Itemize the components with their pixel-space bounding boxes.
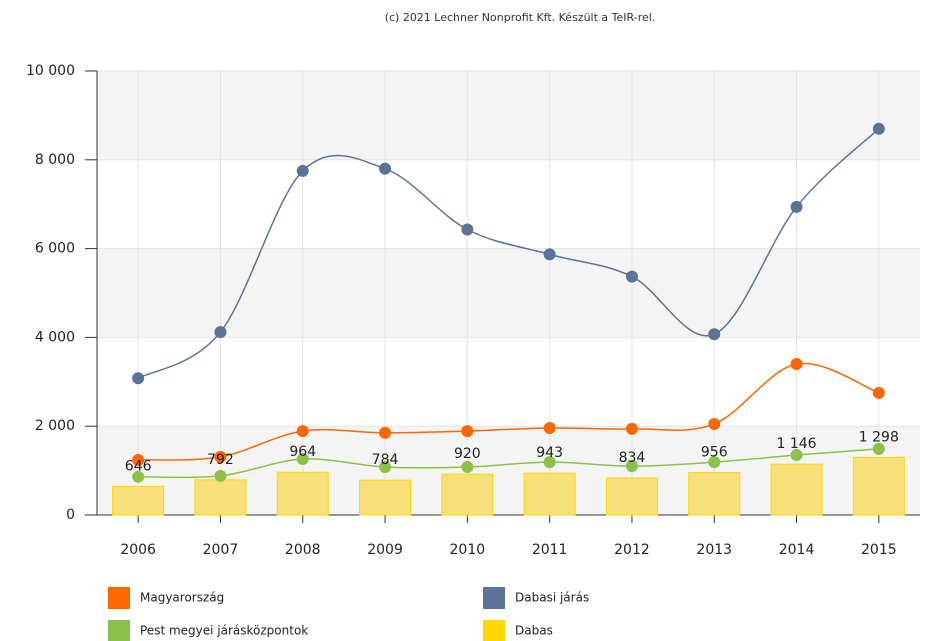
bar bbox=[112, 485, 165, 516]
legend-label: Dabasi járás bbox=[515, 591, 589, 605]
point bbox=[872, 442, 885, 455]
point bbox=[214, 326, 227, 339]
data-label: 646 bbox=[125, 458, 152, 474]
bar bbox=[605, 477, 658, 516]
bar bbox=[770, 463, 823, 516]
data-label: 834 bbox=[619, 450, 646, 466]
point bbox=[379, 162, 392, 175]
bar bbox=[523, 472, 576, 516]
point bbox=[872, 122, 885, 135]
point bbox=[296, 453, 309, 466]
x-tick-label: 2015 bbox=[861, 542, 897, 558]
data-label: 792 bbox=[207, 452, 234, 468]
y-tick-label: 2 000 bbox=[35, 418, 75, 434]
legend-label: Dabas bbox=[515, 624, 553, 638]
x-tick-label: 2008 bbox=[285, 542, 321, 558]
point bbox=[214, 469, 227, 482]
legend-swatch bbox=[483, 587, 505, 609]
x-tick-label: 2013 bbox=[696, 542, 732, 558]
x-tick-label: 2010 bbox=[450, 542, 486, 558]
point bbox=[543, 421, 556, 434]
point bbox=[379, 461, 392, 474]
point bbox=[790, 358, 803, 371]
bar bbox=[441, 473, 494, 516]
point bbox=[790, 200, 803, 213]
x-tick-label: 2009 bbox=[367, 542, 403, 558]
data-label: 1 146 bbox=[777, 436, 817, 452]
data-label: 956 bbox=[701, 445, 728, 461]
data-label: 920 bbox=[454, 446, 481, 462]
bar bbox=[688, 472, 741, 516]
bar bbox=[276, 471, 329, 516]
y-tick-label: 10 000 bbox=[26, 63, 75, 79]
point bbox=[132, 453, 145, 466]
y-tick-label: 6 000 bbox=[35, 241, 75, 257]
data-label: 964 bbox=[289, 444, 316, 460]
point bbox=[296, 425, 309, 438]
x-tick-label: 2006 bbox=[120, 542, 156, 558]
point bbox=[461, 461, 474, 474]
chart-credit: (c) 2021 Lechner Nonprofit Kft. Készült … bbox=[385, 11, 656, 24]
legend-label: Pest megyei járásközpontok bbox=[140, 624, 308, 638]
line bbox=[138, 362, 880, 461]
bar bbox=[852, 456, 905, 516]
bar bbox=[359, 479, 412, 516]
bar bbox=[194, 479, 247, 516]
line bbox=[137, 128, 880, 379]
legend-swatch bbox=[108, 587, 130, 609]
legend-swatch bbox=[483, 620, 505, 641]
line bbox=[138, 448, 879, 479]
x-tick-label: 2007 bbox=[203, 542, 239, 558]
y-tick-label: 0 bbox=[66, 507, 75, 523]
point bbox=[708, 328, 721, 341]
x-tick-label: 2012 bbox=[614, 542, 650, 558]
point bbox=[461, 425, 474, 438]
point bbox=[461, 223, 474, 236]
point bbox=[296, 164, 309, 177]
point bbox=[132, 470, 145, 483]
plot-band bbox=[97, 71, 920, 160]
point bbox=[625, 422, 638, 435]
point bbox=[543, 456, 556, 469]
x-tick-label: 2011 bbox=[532, 542, 568, 558]
point bbox=[625, 270, 638, 283]
y-tick-label: 8 000 bbox=[35, 152, 75, 168]
point bbox=[379, 426, 392, 439]
plot-band bbox=[97, 248, 920, 338]
x-tick-label: 2014 bbox=[779, 542, 815, 558]
data-label: 1 298 bbox=[859, 429, 899, 445]
legend-label: Magyarország bbox=[140, 591, 224, 605]
point bbox=[708, 417, 721, 430]
point bbox=[132, 372, 145, 385]
point bbox=[872, 386, 885, 399]
point bbox=[790, 449, 803, 462]
point bbox=[708, 456, 721, 469]
point bbox=[543, 248, 556, 261]
point bbox=[214, 450, 227, 463]
data-label: 943 bbox=[536, 445, 563, 461]
point bbox=[625, 460, 638, 473]
data-label: 784 bbox=[372, 452, 399, 468]
y-tick-label: 4 000 bbox=[35, 329, 75, 345]
legend-swatch bbox=[108, 620, 130, 641]
